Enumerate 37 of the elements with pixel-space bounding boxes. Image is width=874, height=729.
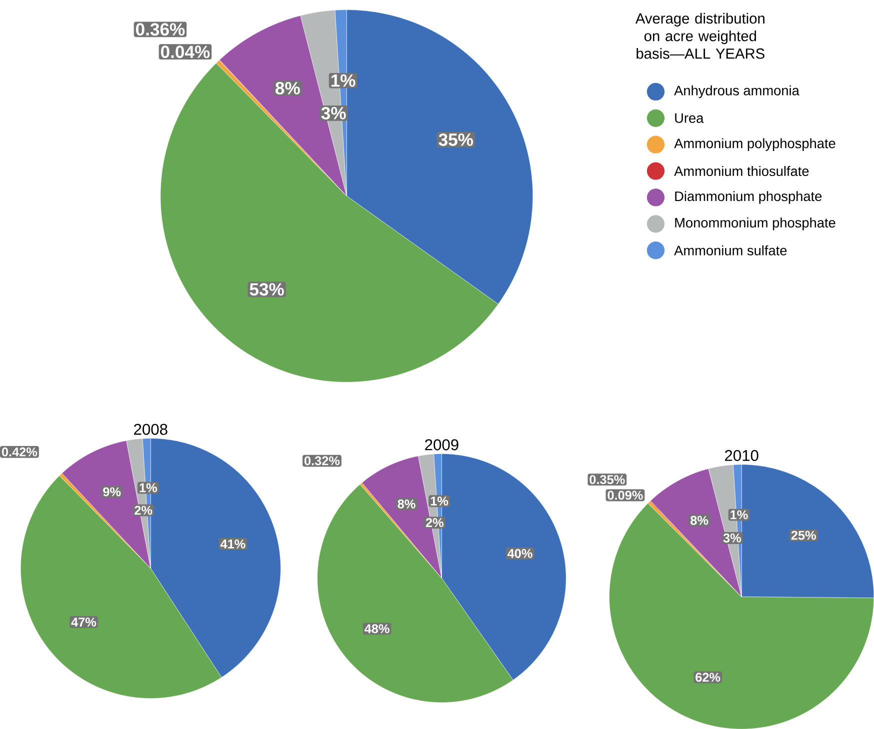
data-label: 0.09% <box>608 490 643 500</box>
data-label: 47% <box>71 618 96 626</box>
data-label: 1% <box>730 510 748 520</box>
data-label: 53% <box>250 283 284 296</box>
data-label: 3% <box>723 533 742 542</box>
chart-title: 2010 <box>724 450 758 461</box>
data-label: 1% <box>331 74 356 87</box>
data-label: 1% <box>140 483 157 492</box>
legend-label: Monommonium phosphate <box>675 217 836 230</box>
data-label: 2% <box>426 518 444 527</box>
data-label: 1% <box>430 496 448 506</box>
legend-label: Anhydrous ammonia <box>674 85 800 98</box>
data-label: 9% <box>103 487 121 496</box>
data-label: 41% <box>220 539 246 548</box>
data-label: 35% <box>438 133 473 146</box>
data-label: 0.42% <box>2 447 38 456</box>
text: Average distribution on acre weighted basis—ALL YEARS <box>635 12 764 59</box>
legend-label: Diammonium phosphate <box>675 190 822 204</box>
legend-label: Ammonium thiosulfate <box>674 166 809 176</box>
data-label: 48% <box>364 624 390 634</box>
legend-label: Ammonium polyphosphate <box>674 138 836 151</box>
data-label: 2% <box>134 506 152 515</box>
data-label: 8% <box>690 516 708 525</box>
legend-label: Ammonium sulfate <box>674 245 787 256</box>
data-label: 0.04% <box>160 46 210 58</box>
data-label: 62% <box>696 672 720 682</box>
data-label: 40% <box>507 548 532 558</box>
data-label: 3% <box>321 106 346 120</box>
data-label: 25% <box>791 530 816 540</box>
data-label: 0.32% <box>304 456 340 466</box>
legend-label: Urea <box>675 113 704 123</box>
chart-title: 2008 <box>134 424 168 435</box>
data-label: 8% <box>398 499 416 508</box>
chart-title: 2009 <box>425 439 458 450</box>
data-label: 0.36% <box>136 23 185 36</box>
data-label: 0.35% <box>590 474 625 484</box>
data-label: 8% <box>276 82 300 94</box>
